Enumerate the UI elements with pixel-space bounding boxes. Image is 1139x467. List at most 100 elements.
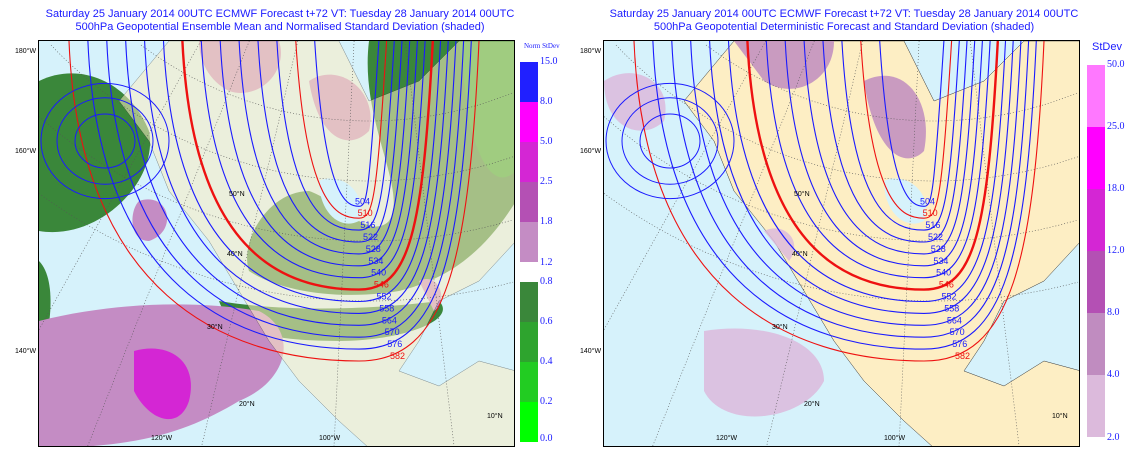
contour-570 (106, 41, 465, 338)
right-legend-swatch (1087, 375, 1105, 437)
contour-534 (219, 41, 418, 267)
right-legend-label: 4.0 (1107, 369, 1120, 380)
contour-576 (652, 41, 1037, 350)
lon-label: 140°W (580, 348, 602, 355)
contour-label-564: 564 (382, 315, 397, 325)
legend-end-label: 1.2 (540, 257, 553, 268)
left-legend-label: 0.6 (540, 316, 553, 327)
high-spread-shading (134, 348, 191, 420)
contour-510 (295, 41, 388, 219)
contour-540 (200, 41, 426, 279)
contour-552 (162, 41, 442, 303)
lat-label: 40°N (227, 251, 243, 258)
pacific-low-contour (74, 113, 136, 169)
spread-shading (734, 41, 834, 89)
lon-label: 140°W (15, 348, 37, 355)
left-title-line2: 500hPa Geopotential Ensemble Mean and No… (75, 21, 485, 33)
right-legend-label: 25.0 (1107, 121, 1125, 132)
contour-label-576: 576 (387, 339, 402, 349)
lon-label: 180°W (15, 48, 37, 55)
right-legend-swatch (1087, 251, 1105, 313)
contour-522 (257, 41, 403, 243)
right-title-line1: Saturday 25 January 2014 00UTC ECMWF For… (609, 8, 1079, 20)
left-title: Saturday 25 January 2014 00UTC ECMWF For… (30, 8, 530, 34)
spread-shading (604, 73, 666, 131)
lon-label: 160°W (580, 148, 602, 155)
contour-534 (784, 41, 983, 267)
left-legend-label: 15.0 (540, 56, 558, 67)
pacific-low-contour (40, 82, 170, 200)
lat-label: 50°N (794, 191, 810, 198)
left-legend-swatch (520, 282, 538, 322)
right-legend-swatch (1087, 313, 1105, 375)
contour-540 (765, 41, 991, 279)
right-title: Saturday 25 January 2014 00UTC ECMWF For… (594, 8, 1094, 34)
right-legend-swatch (1087, 65, 1105, 127)
contour-label-576: 576 (952, 339, 967, 349)
left-legend-swatch (520, 402, 538, 442)
contour-label-504: 504 (920, 196, 935, 206)
contour-label-504: 504 (355, 196, 370, 206)
high-spread-shading (132, 199, 168, 241)
right-legend-label: 8.0 (1107, 307, 1120, 318)
left-legend: Norm StDev 15.0 8.0 5.0 2.5 1.8 0.8 0.6 0.4 0.2 1… (520, 40, 570, 450)
left-legend-label: 2.5 (540, 176, 553, 187)
hudson-bay (884, 178, 926, 224)
latitude-line (140, 44, 514, 122)
spread-shading (704, 328, 824, 417)
left-legend-label: 0.4 (540, 356, 553, 367)
contour-label-546: 546 (939, 280, 954, 290)
contour-label-570: 570 (385, 327, 400, 337)
pacific-low-contour (621, 97, 719, 185)
left-legend-swatch (520, 362, 538, 402)
contour-label-516: 516 (360, 220, 375, 230)
left-title-line1: Saturday 25 January 2014 00UTC ECMWF For… (45, 8, 515, 20)
contour-label-552: 552 (377, 292, 392, 302)
left-legend-swatch (520, 102, 538, 142)
contour-546 (746, 41, 999, 291)
contour-label-534: 534 (368, 256, 383, 266)
right-legend-label: 50.0 (1107, 59, 1125, 70)
contour-522 (822, 41, 968, 243)
legend-end-label: 2.0 (1107, 432, 1120, 443)
right-legend-label: 12.0 (1107, 245, 1125, 256)
lon-label: 100°W (884, 435, 906, 442)
contour-label-522: 522 (363, 232, 378, 242)
lat-label: 30°N (207, 324, 223, 331)
right-legend-swatch (1087, 189, 1105, 251)
contour-504 (879, 41, 945, 207)
land-mass (118, 41, 514, 446)
lat-label: 20°N (804, 401, 820, 408)
contour-570 (671, 41, 1030, 338)
longitude-line (652, 41, 815, 446)
right-legend-title: StDev (1092, 41, 1122, 53)
left-legend-label: 0.8 (540, 276, 553, 287)
contour-582 (633, 41, 1045, 362)
longitude-line (969, 41, 1020, 446)
contour-label-522: 522 (928, 232, 943, 242)
right-legend-label: 18.0 (1107, 183, 1125, 194)
left-legend-label: 1.8 (540, 216, 553, 227)
lon-label: 160°W (15, 148, 37, 155)
contour-558 (144, 41, 449, 314)
longitude-line (898, 41, 920, 446)
lon-label: 180°W (580, 48, 602, 55)
latitude-line (50, 44, 514, 182)
left-legend-title: Norm StDev (524, 42, 560, 50)
contour-564 (125, 41, 457, 326)
lat-label: 20°N (239, 401, 255, 408)
hudson-bay (319, 178, 361, 224)
pacific-low-contour (605, 82, 735, 200)
left-legend-label: 5.0 (540, 136, 553, 147)
left-map[interactable]: 504 510 516 522 528 534 540 546 552 558 564 570 576 5… (38, 40, 515, 447)
lon-label: 120°W (151, 435, 173, 442)
latitude-line (615, 44, 1079, 182)
contour-546 (181, 41, 434, 291)
contour-label-534: 534 (933, 256, 948, 266)
right-map[interactable]: 504 510 516 522 528 534 540 546 552 558 564 570 576 5… (603, 40, 1080, 447)
contour-516 (841, 41, 960, 231)
contour-label-528: 528 (931, 244, 946, 254)
legend-end-label: 0.0 (540, 433, 553, 444)
